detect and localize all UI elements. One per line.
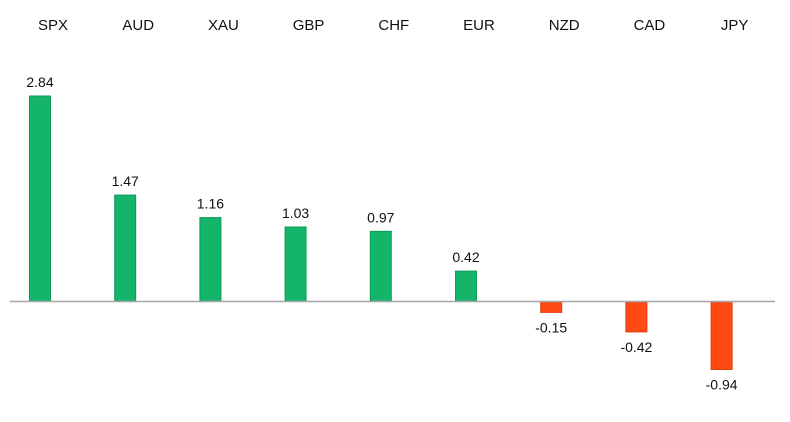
value-label-gbp: 1.03 <box>282 205 309 221</box>
bar-spx <box>29 95 51 302</box>
bar-gbp <box>284 226 307 302</box>
category-label-jpy: JPY <box>721 17 749 34</box>
category-label-cad: CAD <box>634 17 666 34</box>
bar-chf <box>369 230 392 302</box>
category-label-spx: SPX <box>38 17 68 34</box>
value-label-aud: 1.47 <box>112 173 139 189</box>
category-label-gbp: GBP <box>293 17 325 34</box>
value-label-chf: 0.97 <box>367 209 394 225</box>
bars-layer <box>29 95 733 370</box>
value-label-xau: 1.16 <box>197 196 224 212</box>
bar-jpy <box>710 301 733 370</box>
value-label-jpy: -0.94 <box>706 377 738 393</box>
value-label-cad: -0.42 <box>620 339 652 355</box>
category-label-xau: XAU <box>208 17 239 34</box>
bar-aud <box>114 194 137 303</box>
value-label-spx: 2.84 <box>26 74 53 90</box>
category-label-nzd: NZD <box>549 17 580 34</box>
category-label-eur: EUR <box>463 17 495 34</box>
bar-cad <box>625 301 648 333</box>
value-label-eur: 0.42 <box>452 249 479 265</box>
category-label-chf: CHF <box>378 17 409 34</box>
category-label-aud: AUD <box>122 17 154 34</box>
bar-xau <box>199 217 222 303</box>
labels-layer: SPX 2.84 AUD 1.47 XAU 1.16 GBP 1.03 CHF 0.97 EUR 0.… <box>26 17 748 393</box>
value-label-nzd: -0.15 <box>535 319 567 335</box>
bar-eur <box>455 270 477 303</box>
bar-nzd <box>540 301 563 313</box>
